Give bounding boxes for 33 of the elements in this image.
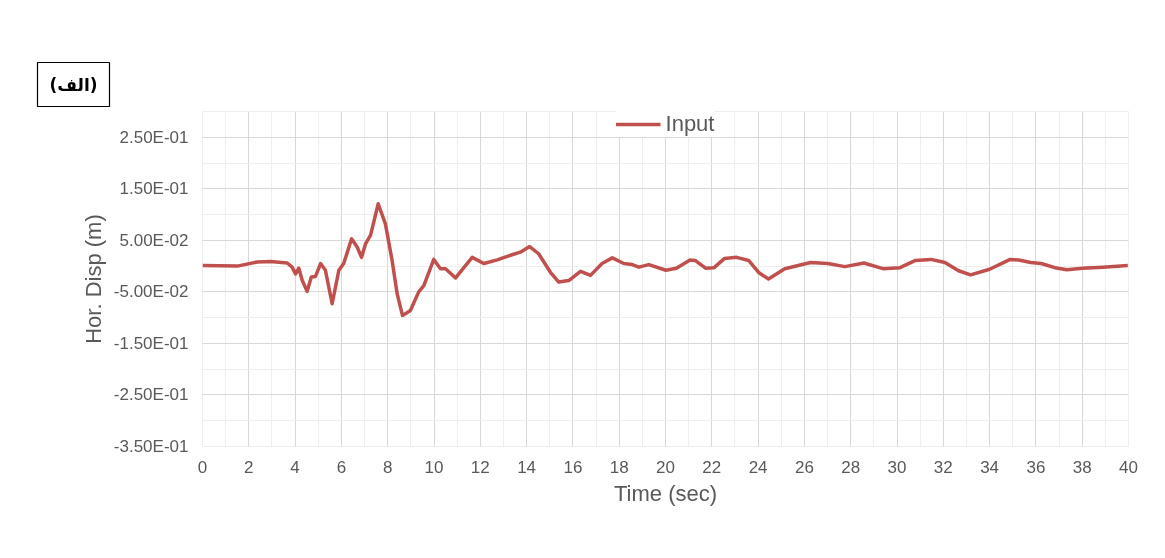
x-axis-title: Time (sec)	[613, 480, 718, 506]
y-axis-title: Hor. Disp (m)	[80, 214, 106, 344]
x-tick-label: 14	[517, 457, 537, 477]
x-tick-label: 4	[290, 457, 300, 477]
x-tick-label: 40	[1119, 457, 1138, 477]
y-tick-label: -5.00E-02	[113, 282, 189, 302]
x-tick-label: 28	[841, 457, 861, 477]
x-tick-label: 12	[470, 457, 490, 477]
x-tick-label: 8	[382, 457, 393, 477]
y-tick-label: -1.50E-01	[113, 333, 189, 353]
x-tick-label: 24	[748, 457, 768, 477]
y-tick-label: -3.50E-01	[113, 437, 189, 456]
x-tick-label: 18	[609, 457, 629, 477]
x-tick-label: 36	[1026, 457, 1046, 477]
x-tick-label: 34	[980, 457, 1000, 477]
x-tick-label: 10	[424, 457, 444, 477]
x-tick-label: 16	[563, 457, 583, 477]
legend-label: Input	[665, 111, 715, 137]
line-series	[202, 202, 1129, 318]
x-tick-label: 26	[794, 457, 814, 477]
x-tick-label: 32	[933, 457, 953, 477]
x-tick-label: 6	[336, 457, 347, 477]
y-tick-label: 1.50E-01	[119, 179, 189, 199]
x-tick-label: 20	[656, 457, 675, 477]
text: (الف)	[49, 74, 98, 95]
x-tick-label: 0	[197, 457, 208, 477]
x-tick-label: 38	[1072, 457, 1092, 477]
y-tick-label: 2.50E-01	[119, 127, 189, 147]
x-tick-label: 22	[702, 457, 722, 477]
y-tick-label: -2.50E-01	[113, 385, 189, 405]
x-tick-label: 30	[887, 457, 907, 477]
x-tick-label: 2	[244, 457, 254, 477]
y-tick-label: 5.00E-02	[119, 230, 189, 250]
